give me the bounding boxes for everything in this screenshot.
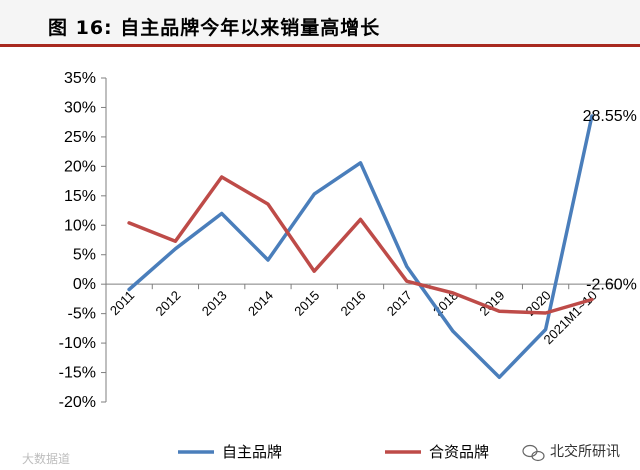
x-tick-label: 2015 [291,288,322,319]
line-chart: -20% -15% -10% -5% 0% 5% 10% 15% 20% 25% 30% 35% 201… [22,70,637,466]
wechat-bubble-1 [522,444,538,458]
y-tick-label: 20% [64,158,96,175]
x-tick-label: 2014 [245,288,276,319]
legend-label-2: 合资品牌 [429,443,489,461]
series-line-1 [127,114,594,380]
y-tick-label: 15% [64,188,96,205]
watermark-layer: 大数据道 北交所研讯 [22,443,620,466]
y-tick-label: 0% [73,276,96,293]
y-tick-label: 5% [73,247,96,264]
y-tick-label: -10% [59,335,96,352]
wechat-bubble-2 [531,450,545,462]
y-tick-label: 35% [64,70,96,87]
series-line-2 [127,175,594,315]
y-tick-label: 30% [64,99,96,116]
y-tick-label: -15% [59,365,96,382]
x-tick-label: 2012 [152,288,183,319]
chart-axes: -20% -15% -10% -5% 0% 5% 10% 15% 20% 25% 30% 35% 201… [59,70,616,411]
watermark-left: 大数据道 [22,451,70,466]
y-tick-label: 10% [64,217,96,234]
x-tick-label: 2011 [107,288,137,318]
annotation-layer: 28.55% -2.60% [583,108,637,294]
x-tick-label: 2017 [384,288,415,319]
y-tick-label: -5% [68,306,96,323]
y-tick-label: 25% [64,129,96,146]
legend-label-1: 自主品牌 [222,443,282,461]
figure-title: 图 16: 自主品牌今年以来销量高增长 [48,17,381,39]
data-label: 28.55% [583,108,637,125]
legend: 自主品牌 合资品牌 [178,443,489,461]
title-rule [0,44,640,47]
wechat-icon [522,444,545,462]
data-label: -2.60% [586,276,637,293]
x-tick-label: 2016 [338,288,369,319]
x-tick-label: 2013 [199,288,230,319]
title-bar: 图 16: 自主品牌今年以来销量高增长 [0,0,640,44]
y-tick-label: -20% [59,394,96,411]
series-layer [127,114,594,380]
watermark-right: 北交所研讯 [550,443,620,460]
